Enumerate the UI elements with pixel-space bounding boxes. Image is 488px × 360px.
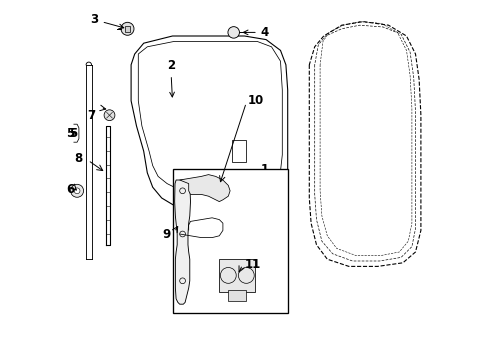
Text: 3: 3 [90,13,123,29]
Text: 7: 7 [87,109,95,122]
Circle shape [227,27,239,38]
Text: 11: 11 [244,258,260,271]
Text: 1: 1 [219,163,268,176]
Text: 2: 2 [166,59,174,97]
PathPatch shape [179,175,230,202]
Circle shape [74,188,80,194]
Bar [231,140,246,162]
PathPatch shape [174,180,190,304]
Bar [124,26,130,32]
Text: 4: 4 [243,26,268,39]
Text: 10: 10 [247,94,264,107]
Text: 9: 9 [162,228,170,240]
Bar [228,290,246,301]
Text: 5: 5 [66,127,74,140]
Text: 5: 5 [69,127,77,140]
Bar [172,169,287,313]
Circle shape [104,110,115,121]
Circle shape [70,184,83,197]
Bar [219,259,255,292]
Text: 6: 6 [66,183,74,195]
Text: 8: 8 [74,152,82,165]
Circle shape [121,22,134,35]
